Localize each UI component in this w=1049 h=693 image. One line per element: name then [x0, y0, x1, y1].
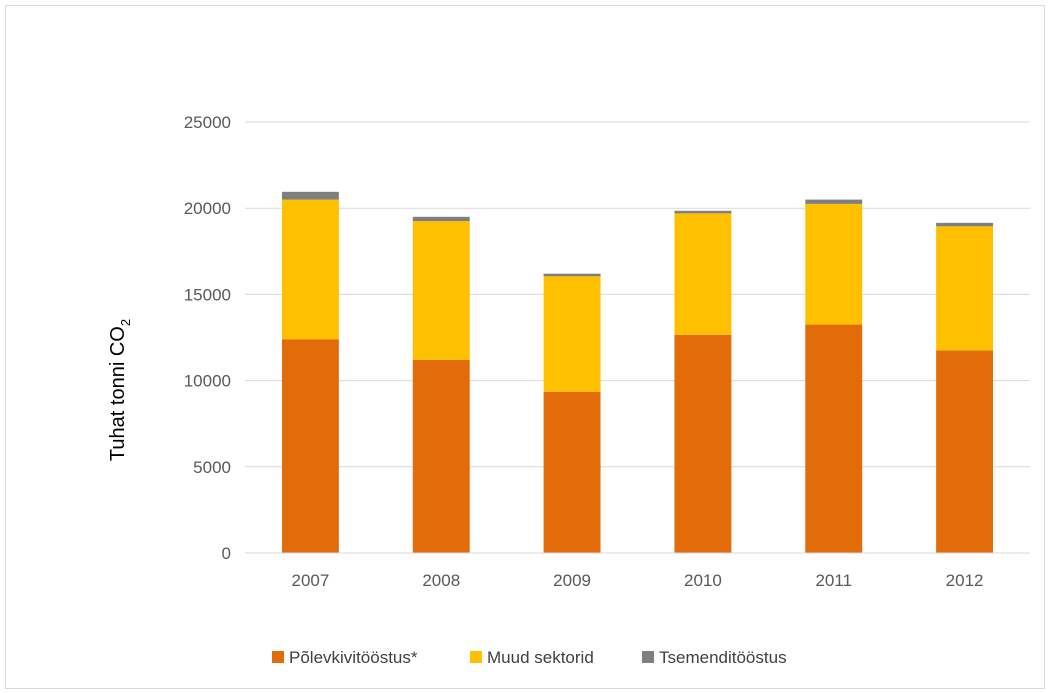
legend-label: Tsemenditööstus	[659, 648, 787, 667]
bar-2011-series-0	[805, 324, 863, 553]
bar-2012-series-1	[936, 226, 994, 351]
bar-2011-series-2	[805, 199, 863, 204]
bar-2011-series-1	[805, 203, 863, 325]
bar-2007-series-1	[281, 199, 339, 340]
x-tick-label: 2007	[292, 571, 330, 590]
y-tick-label: 15000	[184, 285, 231, 304]
bar-2010-series-2	[674, 210, 732, 214]
bar-2009-series-0	[543, 391, 601, 553]
bar-2010-series-0	[674, 334, 732, 553]
x-tick-label: 2011	[815, 571, 852, 590]
y-tick-label: 25000	[184, 113, 231, 132]
bar-2007-series-2	[281, 191, 339, 200]
y-tick-label: 0	[222, 544, 231, 563]
x-tick-label: 2012	[946, 571, 984, 590]
legend-swatch	[470, 651, 482, 663]
bars	[281, 191, 994, 553]
bar-2012-series-2	[936, 222, 994, 227]
bar-2008-series-0	[412, 359, 470, 553]
bar-2010-series-1	[674, 213, 732, 335]
y-tick-label: 5000	[193, 458, 231, 477]
gridlines	[245, 121, 1030, 468]
bar-2009-series-2	[543, 273, 601, 277]
x-tick-label: 2008	[422, 571, 460, 590]
legend-swatch	[272, 651, 284, 663]
y-tick-label: 20000	[184, 199, 231, 218]
y-tick-label: 10000	[184, 372, 231, 391]
bar-2009-series-1	[543, 276, 601, 392]
legend-label: Põlevkivitööstus*	[289, 648, 418, 667]
y-axis-label: Tuhat tonni CO2	[107, 319, 133, 461]
x-tick-label: 2009	[553, 571, 591, 590]
x-tick-label: 2010	[684, 571, 722, 590]
chart-frame	[5, 5, 1045, 689]
y-tick-labels: 0 5000 10000 15000 20000 25000	[184, 113, 231, 563]
x-tick-labels: 2007 2008 2009 2010 2011 2012	[292, 571, 984, 590]
legend-label: Muud sektorid	[487, 648, 594, 667]
bar-2008-series-2	[412, 216, 470, 222]
bar-2007-series-0	[281, 339, 339, 553]
bar-2012-series-0	[936, 350, 994, 553]
legend: Põlevkivitööstus* Muud sektorid Tsemenditö…	[272, 648, 787, 667]
legend-swatch	[642, 651, 654, 663]
bar-2008-series-1	[412, 221, 470, 360]
